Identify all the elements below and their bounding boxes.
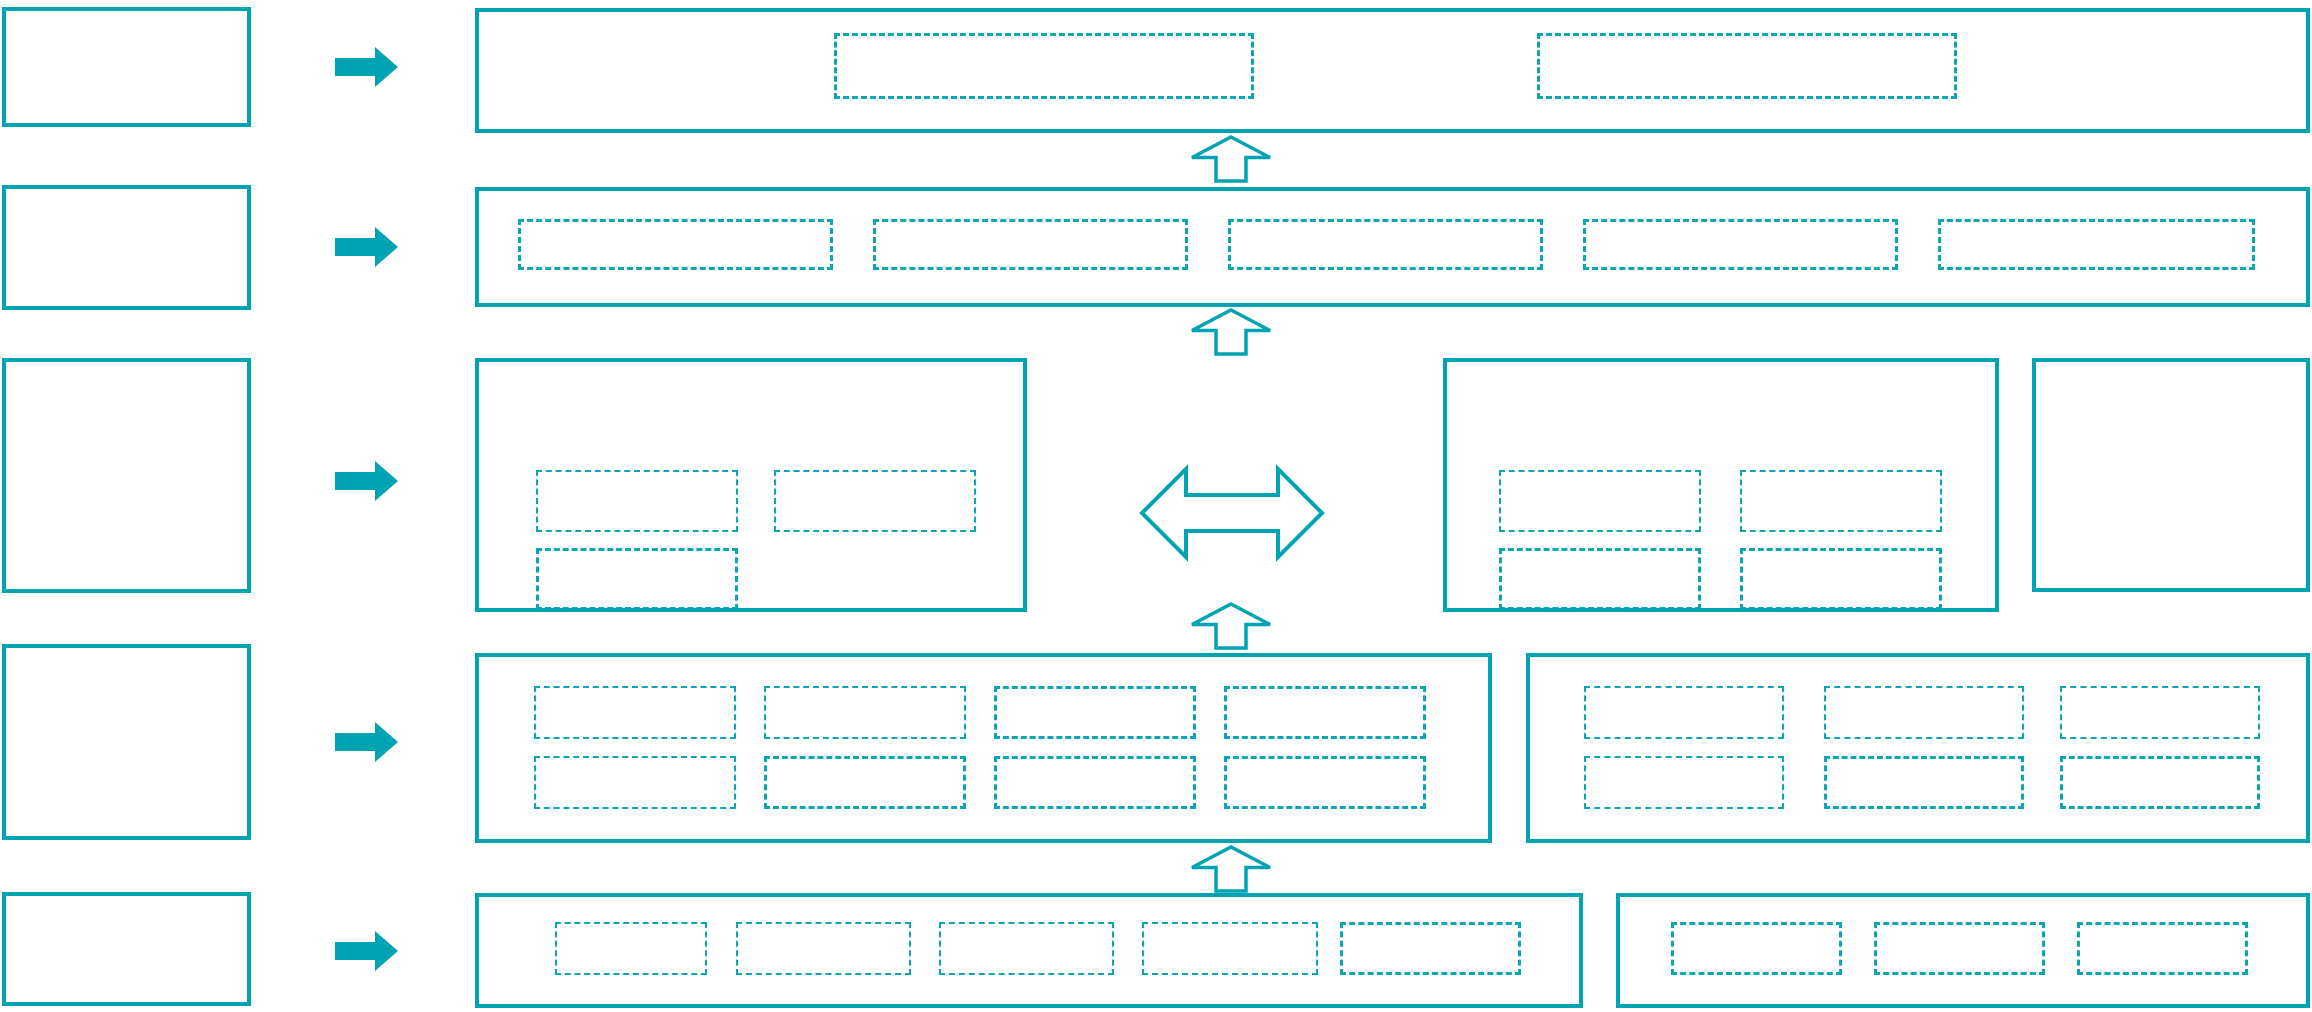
placeholder-slot (536, 548, 738, 610)
up-arrow-icon (1189, 845, 1273, 893)
placeholder-slot (1584, 756, 1784, 809)
layer-label-box-2 (2, 185, 251, 310)
right-arrow-icon (335, 722, 398, 762)
placeholder-slot (1340, 922, 1521, 975)
placeholder-slot (2060, 686, 2260, 739)
placeholder-slot (764, 756, 966, 809)
container-r1-main (475, 8, 2310, 133)
placeholder-slot (1228, 219, 1543, 270)
container-r3-right (1443, 358, 1999, 612)
placeholder-slot (994, 686, 1196, 739)
placeholder-slot (1224, 686, 1426, 739)
layer-label-box-1 (2, 7, 251, 127)
placeholder-slot (1824, 686, 2024, 739)
right-arrow-icon (335, 227, 398, 267)
placeholder-slot (1740, 470, 1942, 532)
placeholder-slot (555, 922, 707, 975)
container-r4-left (475, 653, 1492, 843)
container-r2-main (475, 187, 2310, 307)
placeholder-slot (1584, 686, 1784, 739)
placeholder-slot (1499, 470, 1701, 532)
placeholder-slot (736, 922, 911, 975)
placeholder-slot (873, 219, 1188, 270)
container-r4-right (1526, 653, 2310, 843)
up-arrow-icon (1189, 135, 1273, 183)
up-arrow-icon (1189, 308, 1273, 356)
up-arrow-icon (1189, 602, 1273, 650)
placeholder-slot (1740, 548, 1942, 610)
placeholder-slot (1583, 219, 1898, 270)
container-r3-far-right (2032, 358, 2310, 592)
placeholder-slot (1671, 922, 1842, 975)
placeholder-slot (834, 33, 1254, 99)
container-r5-right (1616, 893, 2310, 1008)
container-r5-left (475, 893, 1583, 1008)
layer-label-box-5 (2, 892, 251, 1006)
placeholder-slot (1874, 922, 2045, 975)
placeholder-slot (939, 922, 1114, 975)
placeholder-slot (1142, 922, 1318, 975)
placeholder-slot (1224, 756, 1426, 809)
placeholder-slot (1824, 756, 2024, 809)
placeholder-slot (536, 470, 738, 532)
right-arrow-icon (335, 461, 398, 501)
placeholder-slot (534, 756, 736, 809)
right-arrow-icon (335, 47, 398, 87)
double-arrow-icon (1139, 457, 1325, 569)
layer-label-box-3 (2, 358, 251, 593)
right-arrow-icon (335, 931, 398, 971)
placeholder-slot (534, 686, 736, 739)
placeholder-slot (2060, 756, 2260, 809)
placeholder-slot (518, 219, 833, 270)
placeholder-slot (1537, 33, 1957, 99)
placeholder-slot (2077, 922, 2248, 975)
placeholder-slot (774, 470, 976, 532)
layer-label-box-4 (2, 644, 251, 840)
placeholder-slot (1938, 219, 2255, 270)
placeholder-slot (994, 756, 1196, 809)
container-r3-left (475, 358, 1027, 612)
placeholder-slot (764, 686, 966, 739)
placeholder-slot (1499, 548, 1701, 610)
